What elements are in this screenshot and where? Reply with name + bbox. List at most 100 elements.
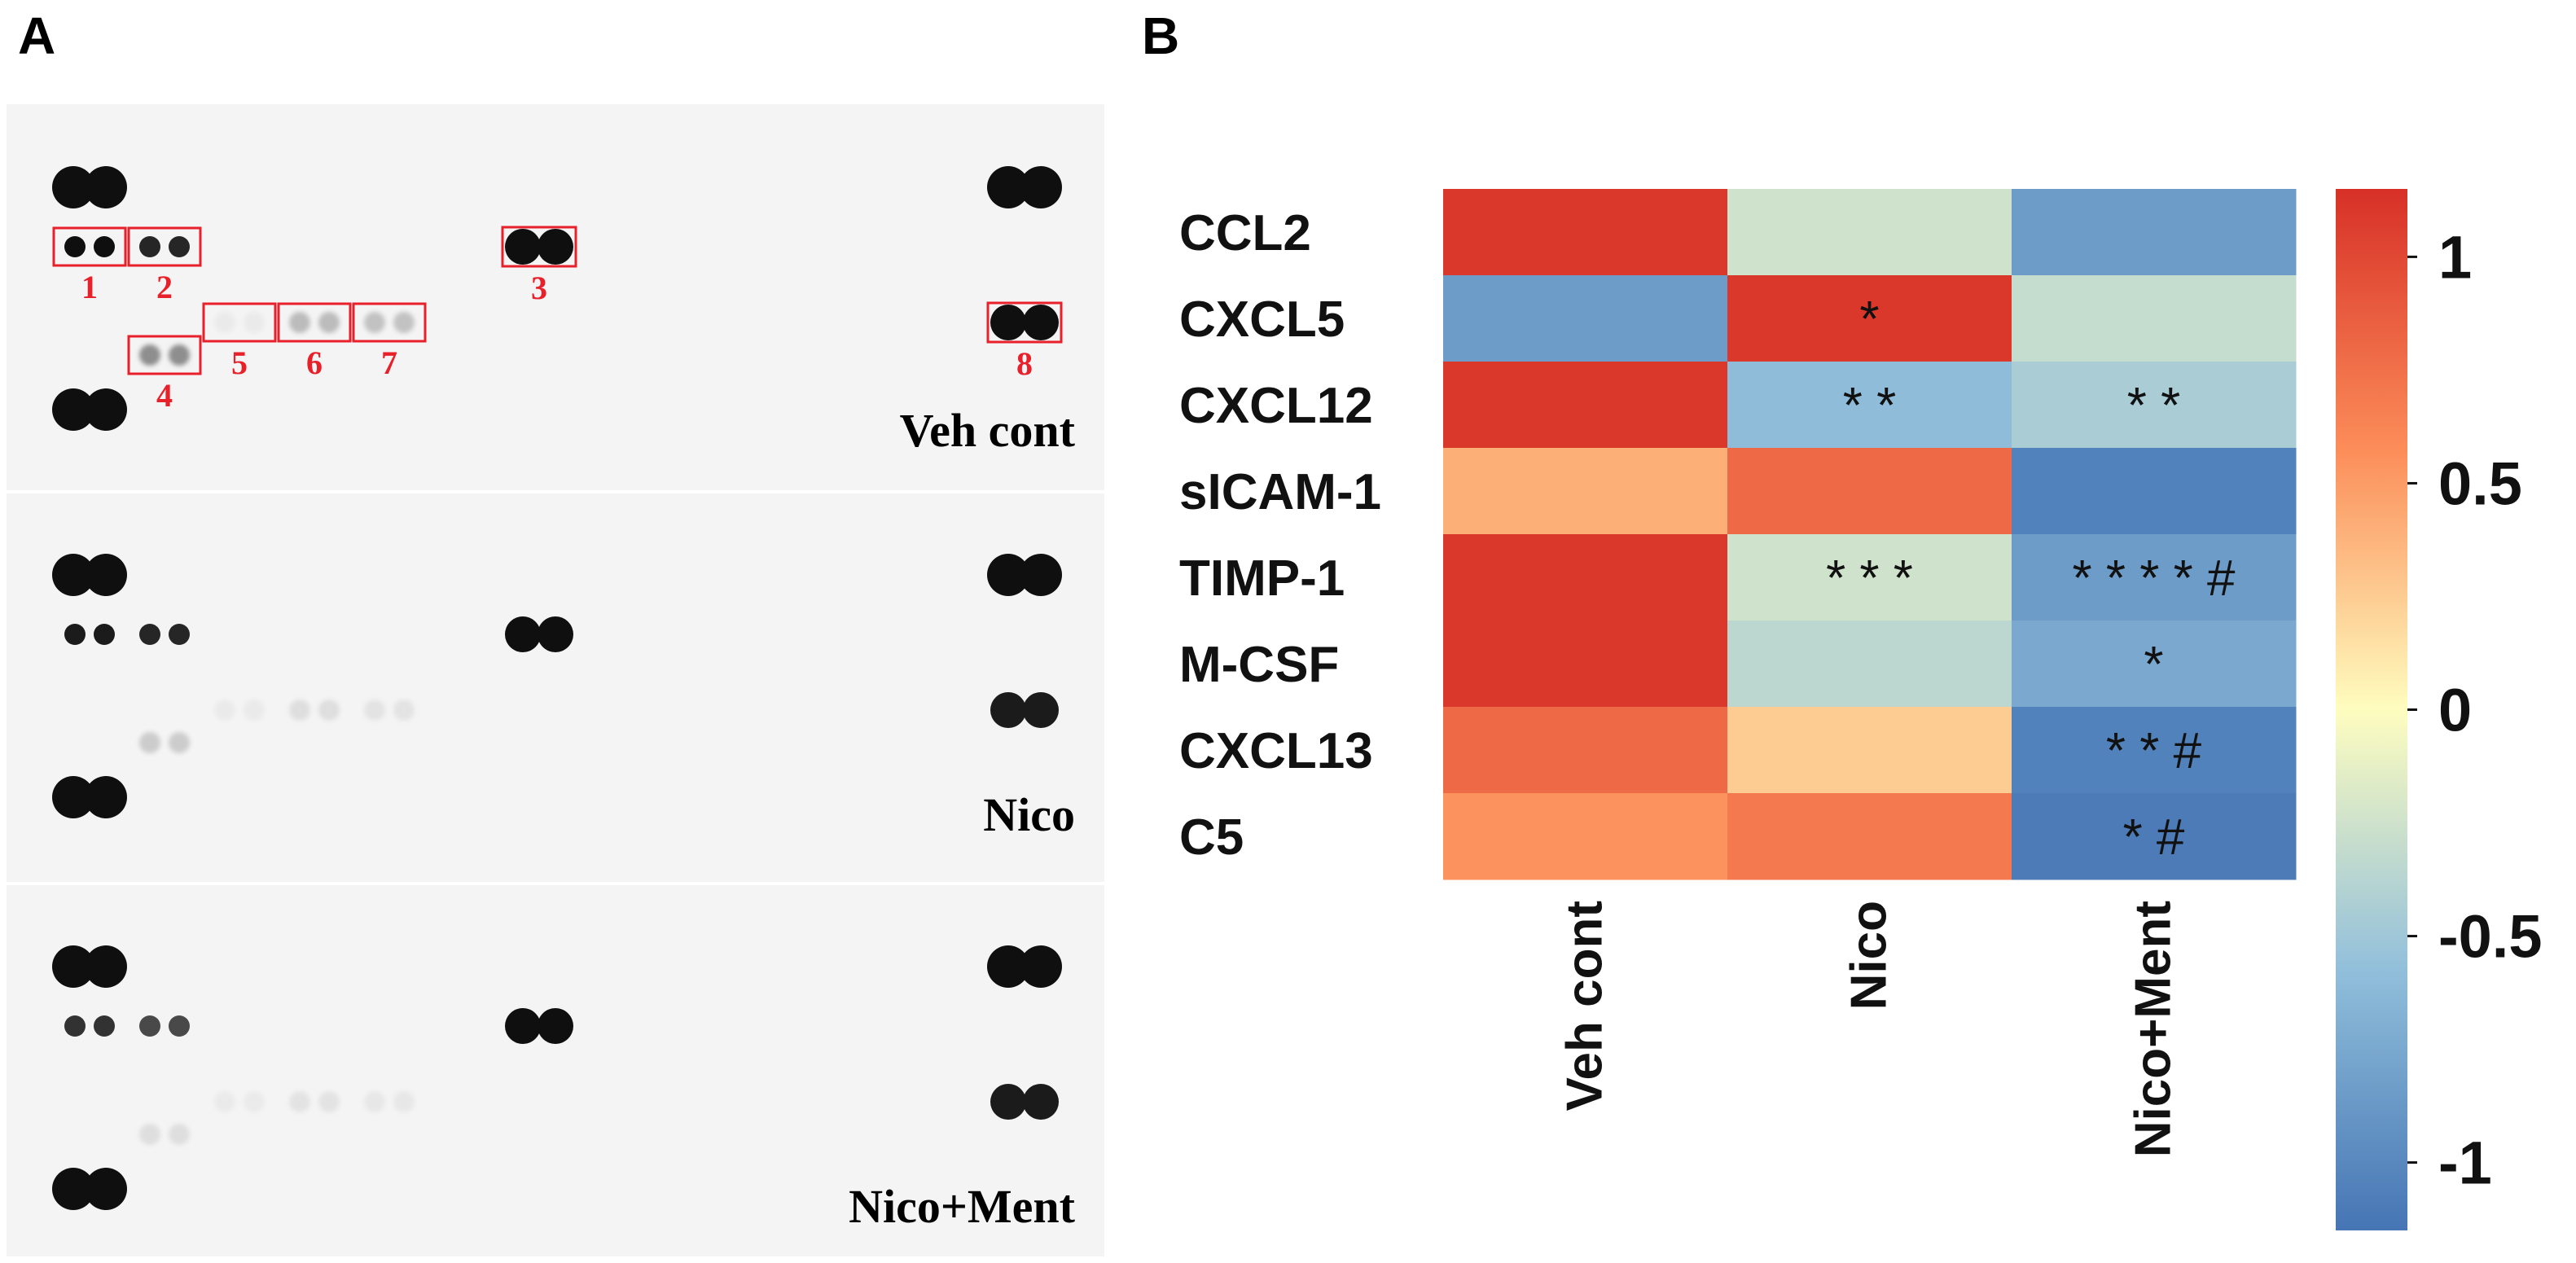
heatmap-cell bbox=[1727, 362, 2012, 449]
dot-blot-panel: 1 2 3 4 5 6 7 8 Veh cont Nico Nico+Ment bbox=[7, 104, 1104, 1256]
heatmap-cell bbox=[1443, 362, 1728, 449]
heatmap-row-label: CCL2 bbox=[1179, 205, 1311, 261]
blot-spot bbox=[1023, 692, 1059, 728]
blot-spot bbox=[85, 166, 127, 208]
blot-spot bbox=[505, 616, 541, 652]
blot-spot bbox=[52, 554, 94, 596]
heatmap-row-label: CXCL12 bbox=[1179, 378, 1373, 434]
heatmap-cell bbox=[1443, 793, 1728, 880]
heatmap-row-label: TIMP-1 bbox=[1179, 550, 1345, 607]
blot-spot bbox=[538, 229, 573, 265]
heatmap-cell bbox=[1727, 448, 2012, 535]
colorbar-tick-label: 0 bbox=[2438, 677, 2472, 744]
blot-box-number: 6 bbox=[306, 344, 323, 381]
heatmap-cell bbox=[1443, 621, 1728, 708]
blot-box-number: 2 bbox=[156, 269, 173, 305]
blot-spot bbox=[169, 344, 190, 366]
heatmap-cell bbox=[1727, 707, 2012, 794]
heatmap-cell bbox=[2012, 275, 2297, 362]
blot-spot bbox=[52, 388, 94, 431]
heatmap-column-label: Veh cont bbox=[1557, 901, 1613, 1111]
blot-spot bbox=[364, 1091, 385, 1112]
heatmap-column-label: Nico+Ment bbox=[2126, 901, 2182, 1157]
heatmap-cell bbox=[1727, 534, 2012, 621]
blot-spot bbox=[214, 312, 235, 333]
heatmap-cell bbox=[2012, 621, 2297, 708]
panel-label-b: B bbox=[1142, 7, 1179, 65]
colorbar-tick-label: -0.5 bbox=[2438, 903, 2543, 971]
blot-spot bbox=[990, 305, 1026, 340]
blot-box-number: 8 bbox=[1016, 345, 1033, 382]
blot-box-8 bbox=[986, 301, 1063, 344]
heatmap-row-label: C5 bbox=[1179, 809, 1244, 866]
heatmap-annotation: * bbox=[1859, 292, 1879, 348]
blot-box-number: 4 bbox=[156, 377, 173, 414]
heatmap-row-label: sICAM-1 bbox=[1179, 464, 1381, 520]
blot-spot bbox=[505, 1008, 541, 1044]
blot-spot bbox=[244, 312, 265, 333]
heatmap-cell bbox=[1443, 448, 1728, 535]
blot-spot bbox=[244, 699, 265, 721]
blot-box-7 bbox=[352, 302, 427, 343]
heatmap-cell bbox=[2012, 362, 2297, 449]
blot-spot bbox=[393, 312, 415, 333]
blot-spot bbox=[52, 776, 94, 818]
blot-box-number: 1 bbox=[81, 269, 98, 305]
blot-spot bbox=[393, 699, 415, 721]
blot-spot bbox=[1020, 554, 1062, 596]
blot-spot bbox=[52, 945, 94, 988]
blot-spot bbox=[52, 1168, 94, 1210]
heatmap-annotation: * * * * # bbox=[2073, 550, 2236, 607]
blot-spot bbox=[169, 1124, 190, 1145]
blot-box-number: 3 bbox=[531, 270, 547, 306]
blot-spot bbox=[94, 236, 115, 257]
blot-spot bbox=[214, 1091, 235, 1112]
heatmap-cell bbox=[2012, 448, 2297, 535]
blot-spot bbox=[244, 1091, 265, 1112]
heatmap-cell bbox=[1443, 534, 1728, 621]
blot-box-4 bbox=[127, 335, 202, 375]
blot-spot bbox=[538, 1008, 573, 1044]
blot-box-3 bbox=[501, 226, 577, 268]
blot-box-6 bbox=[277, 302, 352, 343]
heatmap-cell bbox=[1727, 621, 2012, 708]
blot-spot bbox=[990, 692, 1026, 728]
blot-spot bbox=[318, 699, 340, 721]
blot-spot bbox=[364, 699, 385, 721]
blot-box-number: 7 bbox=[381, 344, 397, 381]
blot-spot bbox=[987, 166, 1029, 208]
heatmap-annotation: * * # bbox=[2106, 723, 2202, 779]
blot-spot bbox=[85, 1168, 127, 1210]
heatmap-cell bbox=[1443, 707, 1728, 794]
blot-spot bbox=[64, 1015, 86, 1037]
blot-spot bbox=[214, 699, 235, 721]
blot-spot bbox=[393, 1091, 415, 1112]
heatmap-row-label: CXCL13 bbox=[1179, 723, 1373, 779]
blot-spot bbox=[538, 616, 573, 652]
blot-spot bbox=[85, 388, 127, 431]
blot-background bbox=[7, 104, 1104, 1256]
heatmap-row-label: CXCL5 bbox=[1179, 292, 1345, 348]
colorbar-tick-label: 1 bbox=[2438, 223, 2472, 291]
heatmap-row-label: M-CSF bbox=[1179, 637, 1339, 693]
heatmap-cell bbox=[1443, 189, 1728, 276]
heatmap-annotation: * * * bbox=[1826, 550, 1913, 607]
blot-spot bbox=[318, 312, 340, 333]
heatmap-cell bbox=[1727, 793, 2012, 880]
blot-spot bbox=[139, 1124, 160, 1145]
heatmap-cell bbox=[2012, 793, 2297, 880]
blot-spot bbox=[52, 166, 94, 208]
blot-spot bbox=[85, 776, 127, 818]
blot-box-5 bbox=[202, 302, 277, 343]
blot-spot bbox=[64, 236, 86, 257]
blot-spot bbox=[139, 1015, 160, 1037]
blot-spot bbox=[289, 1091, 310, 1112]
heatmap-cell bbox=[2012, 534, 2297, 621]
blot-panel-label: Nico bbox=[983, 788, 1075, 841]
blot-box-1 bbox=[52, 226, 127, 267]
blot-spot bbox=[139, 732, 160, 753]
blot-panel-label: Veh cont bbox=[900, 404, 1076, 457]
heatmap-column-label: Nico bbox=[1841, 901, 1898, 1010]
blot-box-number: 5 bbox=[231, 344, 248, 381]
